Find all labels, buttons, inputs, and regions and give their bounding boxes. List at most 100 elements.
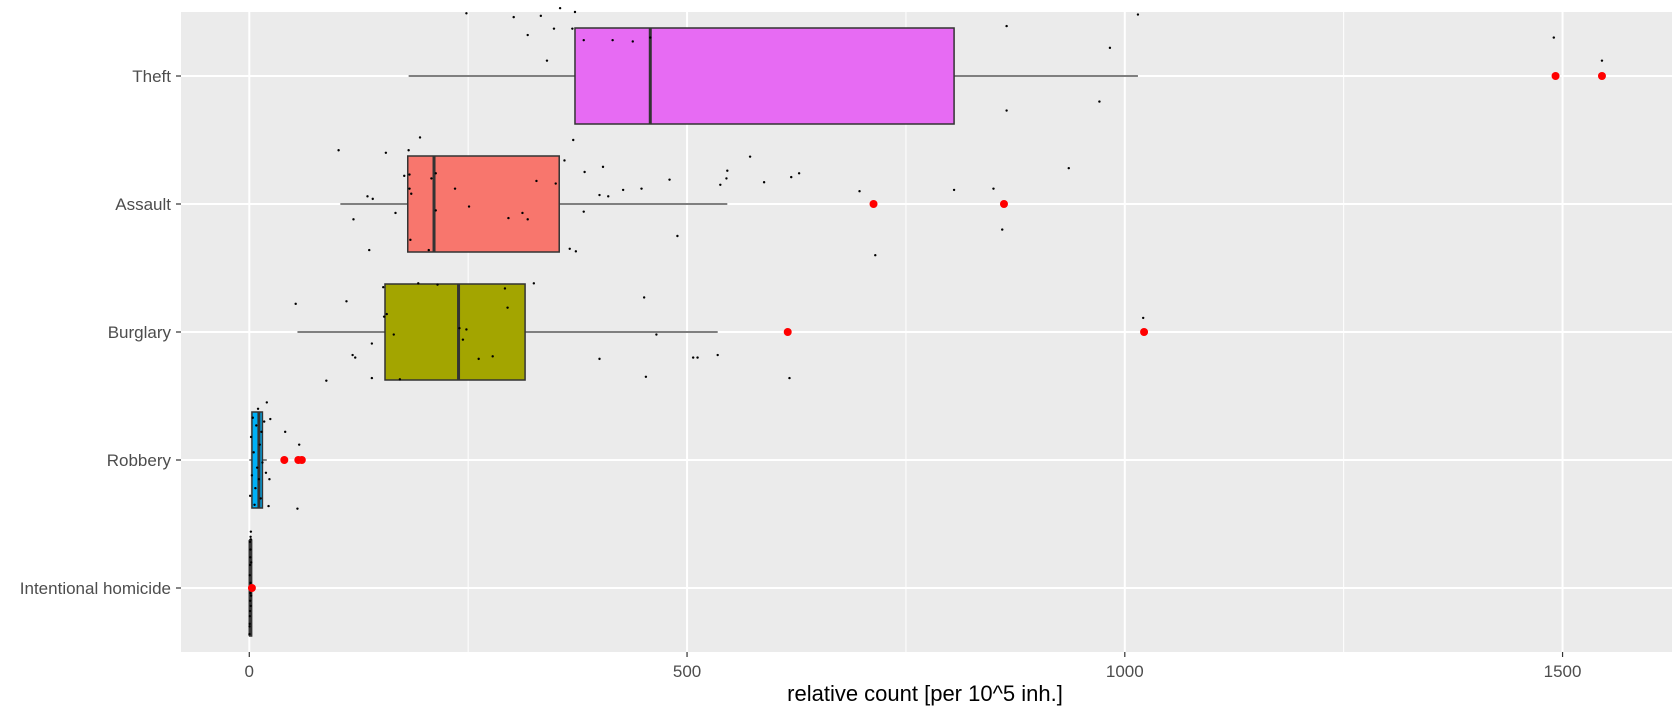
box — [407, 155, 560, 253]
jitter-point — [394, 211, 397, 215]
jitter-point — [297, 443, 301, 446]
jitter-point — [407, 149, 410, 152]
jitter-point — [1067, 166, 1070, 170]
jitter-point — [256, 407, 260, 410]
jitter-point — [248, 563, 252, 567]
jitter-point — [874, 254, 877, 257]
jitter-point — [248, 632, 251, 636]
jitter-point — [248, 622, 251, 626]
jitter-point — [574, 250, 578, 253]
jitter-point — [260, 430, 263, 434]
jitter-point — [249, 556, 252, 559]
jitter-point — [434, 209, 437, 212]
x-axis-title: relative count [per 10^5 inh.] — [787, 681, 1063, 706]
jitter-point — [696, 356, 699, 359]
jitter-point — [668, 178, 671, 181]
jitter-point — [382, 286, 385, 289]
jitter-point — [642, 296, 646, 299]
jitter-point — [252, 451, 255, 454]
jitter-point — [258, 443, 261, 446]
jitter-point — [539, 14, 543, 18]
jitter-point — [250, 561, 253, 564]
jitter-point — [249, 548, 252, 551]
jitter-point — [403, 174, 406, 178]
jitter-point — [458, 326, 461, 330]
jitter-point — [259, 497, 262, 500]
outlier-point — [1140, 328, 1149, 336]
jitter-point — [248, 494, 252, 498]
jitter-point — [249, 594, 253, 597]
jitter-point — [249, 604, 252, 608]
jitter-point — [558, 6, 562, 10]
jitter-point — [545, 59, 549, 62]
jitter-point — [719, 183, 722, 186]
jitter-point — [249, 538, 252, 541]
jitter-point — [249, 581, 252, 585]
y-tick-label: Intentional homicide — [20, 579, 171, 598]
jitter-point — [264, 471, 268, 474]
jitter-point — [582, 38, 585, 42]
jitter-point — [296, 507, 299, 510]
jitter-point — [1005, 24, 1008, 28]
jitter-point — [716, 353, 719, 357]
jitter-point — [676, 234, 679, 238]
jitter-point — [253, 503, 256, 506]
jitter-point — [598, 193, 601, 197]
jitter-point — [417, 282, 420, 285]
jitter-point — [267, 504, 270, 508]
jitter-point — [1098, 100, 1101, 103]
jitter-point — [526, 33, 529, 37]
jitter-point — [461, 338, 465, 341]
y-tick-label: Theft — [132, 67, 171, 86]
jitter-point — [250, 474, 254, 477]
jitter-point — [477, 357, 480, 361]
outlier-point — [869, 200, 878, 208]
jitter-point — [436, 283, 439, 286]
jitter-point — [601, 165, 605, 169]
jitter-point — [1600, 59, 1604, 62]
jitter-point — [640, 187, 643, 190]
jitter-point — [526, 218, 529, 221]
jitter-point — [582, 210, 585, 213]
x-tick-label: 1000 — [1106, 662, 1144, 681]
jitter-point — [535, 179, 538, 183]
jitter-point — [797, 172, 801, 175]
jitter-point — [507, 216, 510, 220]
jitter-point — [748, 155, 752, 158]
y-tick-label: Robbery — [107, 451, 172, 470]
jitter-point — [418, 136, 422, 139]
jitter-point — [255, 466, 259, 469]
jitter-point — [631, 40, 634, 43]
jitter-point — [325, 379, 328, 382]
jitter-point — [257, 478, 261, 481]
jitter-point — [249, 435, 253, 439]
box — [574, 27, 955, 125]
jitter-point — [952, 188, 956, 192]
jitter-point — [465, 328, 468, 331]
jitter-point — [552, 27, 556, 30]
jitter-point — [1005, 109, 1008, 112]
jitter-point — [554, 182, 557, 185]
jitter-point — [434, 172, 437, 175]
jitter-point — [370, 342, 374, 345]
box — [384, 283, 526, 381]
jitter-point — [453, 187, 457, 190]
jitter-point — [248, 609, 252, 613]
jitter-point — [262, 420, 266, 423]
jitter-point — [268, 478, 271, 481]
jitter-point — [1136, 13, 1140, 16]
jitter-point — [465, 12, 468, 15]
x-tick-label: 500 — [673, 662, 701, 681]
jitter-point — [788, 376, 791, 380]
jitter-point — [430, 177, 433, 180]
jitter-point — [655, 333, 658, 336]
jitter-point — [409, 238, 412, 242]
jitter-point — [248, 614, 252, 618]
box — [251, 411, 264, 509]
outlier-point — [280, 456, 289, 464]
outlier-point — [1597, 72, 1606, 80]
jitter-point — [398, 378, 402, 381]
x-tick-label: 1500 — [1544, 662, 1582, 681]
jitter-point — [384, 151, 388, 154]
jitter-point — [352, 218, 355, 221]
